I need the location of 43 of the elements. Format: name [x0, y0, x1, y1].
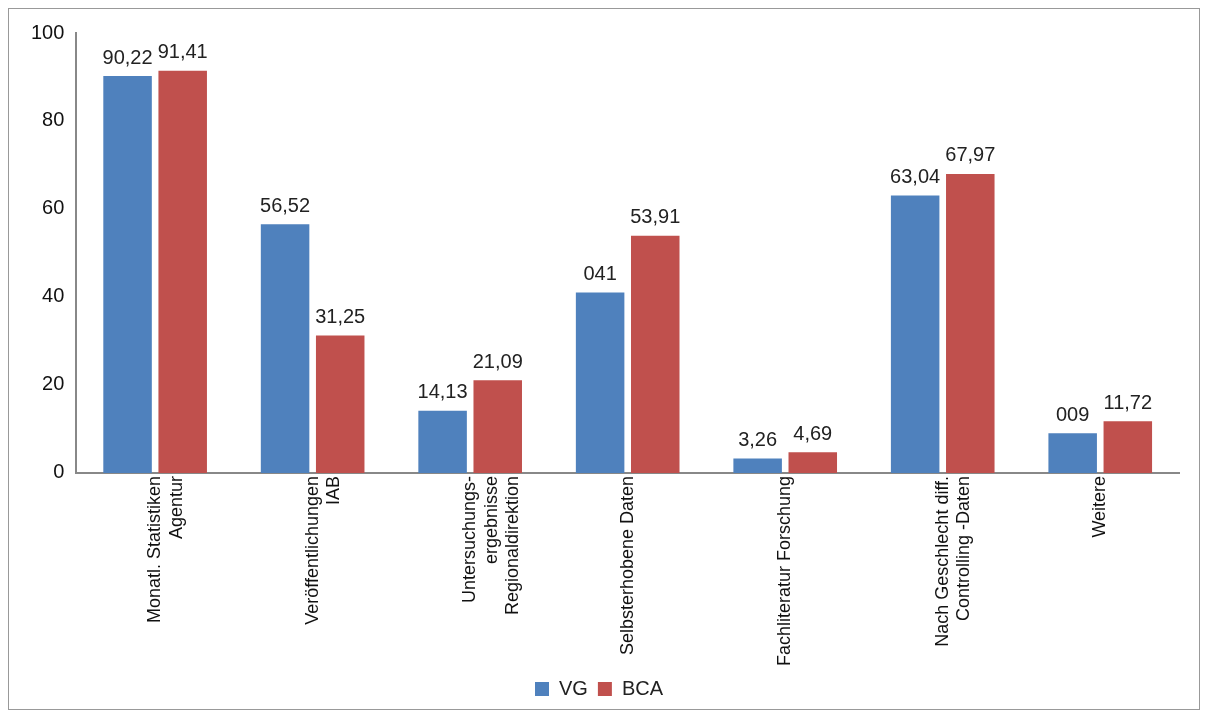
bar — [788, 452, 838, 473]
x-tick-label: Monatl. Statistiken Agentur — [144, 475, 186, 623]
bar — [630, 235, 680, 473]
data-label: 91,41 — [157, 40, 208, 63]
data-label: 56,52 — [260, 193, 311, 216]
data-label: 31,25 — [315, 304, 366, 327]
bar — [946, 173, 995, 473]
bar — [103, 76, 152, 473]
legend-label: VG — [558, 676, 588, 699]
y-tick-label: 100 — [30, 20, 65, 43]
bar — [158, 70, 207, 473]
data-label: 009 — [1055, 402, 1090, 425]
x-tick-label: Untersuchungs- ergebnisse Regionaldirektion — [459, 475, 523, 616]
bar — [733, 458, 782, 473]
bar — [315, 335, 365, 473]
x-tick-label: Fachliteratur Forschung — [774, 475, 795, 667]
bar — [473, 380, 522, 473]
y-tick-label: 60 — [42, 196, 65, 219]
data-label: 90,22 — [102, 45, 153, 68]
y-tick-label: 20 — [42, 372, 65, 395]
x-tick-label: Weitere — [1089, 475, 1110, 538]
data-label: 53,91 — [630, 205, 681, 228]
data-label: 041 — [583, 262, 617, 285]
bar — [418, 410, 467, 473]
y-tick-label: 40 — [42, 284, 65, 307]
bar — [260, 224, 310, 473]
data-label: 3,26 — [738, 428, 778, 451]
x-tick-label: Veröffentlichungen IAB — [301, 475, 344, 625]
data-label: 11,72 — [1103, 390, 1153, 413]
data-label: 63,04 — [890, 165, 941, 188]
legend-label: BCA — [621, 676, 664, 699]
data-label: 67,97 — [945, 143, 996, 166]
bar — [890, 195, 940, 473]
data-label: 21,09 — [472, 349, 523, 372]
data-label: 4,69 — [793, 421, 833, 444]
bar — [1103, 421, 1153, 473]
data-label: 14,13 — [417, 380, 468, 403]
bar — [1048, 433, 1097, 473]
bar — [575, 292, 625, 473]
x-tick-label: Nach Geschlecht diff. Controlling -Daten — [931, 475, 974, 647]
x-tick-label: Selbsterhobene Daten — [616, 475, 637, 656]
y-tick-label: 80 — [42, 108, 65, 131]
y-tick-label: 0 — [53, 460, 65, 483]
